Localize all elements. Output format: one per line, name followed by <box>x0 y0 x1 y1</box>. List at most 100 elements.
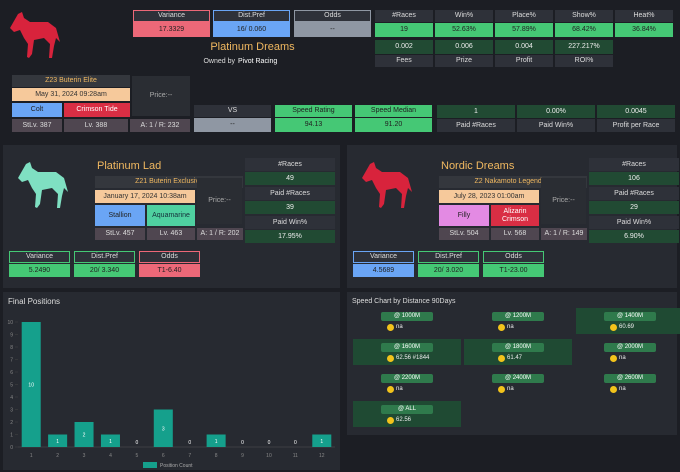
coin-icon <box>610 355 617 362</box>
card-gender: Colt <box>12 103 62 117</box>
stats-header: Heat% <box>615 10 673 22</box>
horse-name: Platinum Dreams <box>210 41 295 54</box>
card-ar: A: 1 / R: 149 <box>541 228 587 240</box>
value-label: 0 <box>135 440 138 446</box>
stat-value: T1-23.00 <box>483 264 544 277</box>
stats-value: 6.90% <box>589 230 679 243</box>
stats-value: 0.006 <box>435 40 493 54</box>
stats-value: 106 <box>589 172 679 185</box>
stat-label: Odds <box>294 10 371 22</box>
stat-value: T1-6.40 <box>139 264 200 277</box>
value-label: 0 <box>241 440 244 446</box>
speed-value: 60.69 <box>619 324 635 331</box>
card-lv: Lv. 388 <box>64 119 128 132</box>
stat-label: Variance <box>9 251 70 263</box>
speed-label: @ 1800M <box>492 343 544 352</box>
coin-icon <box>498 386 505 393</box>
card-lv: Lv. 568 <box>491 228 539 240</box>
stats-value: 0.0045 <box>597 105 675 118</box>
stat-label: Odds <box>483 251 544 263</box>
bar <box>312 434 332 447</box>
value-label: 1 <box>109 439 112 445</box>
y-tick-label: 3 <box>10 408 13 414</box>
stat-value: -- <box>294 22 371 37</box>
bar <box>153 409 173 447</box>
y-tick-label: 7 <box>10 358 13 364</box>
speed-value: na <box>507 386 514 393</box>
coin-icon <box>498 355 505 362</box>
card-title: Z23 Buterin Elite <box>12 75 130 87</box>
speed-label: @ 1400M <box>604 312 656 321</box>
stat-label: Odds <box>139 251 200 263</box>
x-tick-label: 4 <box>109 453 112 459</box>
stats-label: Prize <box>435 55 493 67</box>
card-stlv: StLv. 387 <box>12 119 62 132</box>
speed-label: @ ALL <box>381 405 433 414</box>
stat-value: 20/ 3.340 <box>74 264 135 277</box>
stat-label: VS <box>194 105 271 117</box>
y-tick-label: 0 <box>10 445 13 451</box>
legend-swatch <box>143 462 157 468</box>
stat-value: 17.3329 <box>133 22 210 37</box>
card-color: Crimson Tide <box>64 103 130 117</box>
stat-label: Variance <box>353 251 414 263</box>
horse-image <box>10 12 60 58</box>
speed-label: @ 1600M <box>381 343 433 352</box>
coin-icon <box>387 417 394 424</box>
speed-value: na <box>396 324 403 331</box>
x-tick-label: 3 <box>83 453 86 459</box>
stats-label: Paid #Races <box>589 187 679 200</box>
value-label: 1 <box>320 439 323 445</box>
bar <box>74 422 94 447</box>
stats-header: Place% <box>495 10 553 22</box>
speed-value: na <box>507 324 514 331</box>
card-ar: A: 1 / R: 232 <box>130 119 190 132</box>
speed-label: @ 2600M <box>604 374 656 383</box>
value-label: 10 <box>28 383 34 389</box>
bar <box>48 434 68 447</box>
card-date: May 31, 2024 09:28am <box>12 88 130 101</box>
value-label: 3 <box>162 426 165 432</box>
stat-value: 94.13 <box>275 118 352 132</box>
horse-image <box>362 162 412 208</box>
stats-value: 52.63% <box>435 23 493 37</box>
stats-value: 29 <box>589 201 679 214</box>
y-tick-label: 9 <box>10 333 13 339</box>
value-label: 0 <box>188 440 191 446</box>
stat-value: -- <box>194 118 271 132</box>
stats-header: Win% <box>435 10 493 22</box>
stats-label: Profit per Race <box>597 119 675 132</box>
y-tick-label: 6 <box>10 370 13 376</box>
stats-value: 17.95% <box>245 230 335 243</box>
card-color: Alizarin Crimson <box>491 205 539 226</box>
stats-value: 19 <box>375 23 433 37</box>
stats-label: #Races <box>245 158 335 171</box>
legend-label: Position Count <box>160 463 193 469</box>
value-label: 0 <box>268 440 271 446</box>
y-tick-label: 4 <box>10 395 13 401</box>
stat-label: Speed Rating <box>275 105 352 117</box>
stats-value: 1 <box>437 105 515 118</box>
coin-icon <box>498 324 505 331</box>
value-label: 1 <box>56 439 59 445</box>
speed-value: 62.56 #1844 <box>396 355 430 362</box>
stats-label: Paid Win% <box>245 216 335 229</box>
horse-name: Nordic Dreams <box>441 160 515 173</box>
panel-title: Speed Chart by Distance 90Days <box>352 298 456 306</box>
stat-value: 4.5689 <box>353 264 414 277</box>
y-tick-label: 2 <box>10 420 13 426</box>
x-tick-label: 2 <box>56 453 59 459</box>
stat-label: Dist.Pref <box>74 251 135 263</box>
stats-header: Show% <box>555 10 613 22</box>
stat-label: Dist.Pref <box>213 10 290 22</box>
bar <box>100 434 120 447</box>
stat-value: 91.20 <box>355 118 432 132</box>
stats-label: ROI% <box>555 55 613 67</box>
speed-value: 62.56 <box>396 417 412 424</box>
stats-label: Fees <box>375 55 433 67</box>
panel-title: Final Positions <box>8 297 60 306</box>
bar <box>21 322 41 447</box>
stat-value: 5.2490 <box>9 264 70 277</box>
stats-value: 0.00% <box>517 105 595 118</box>
